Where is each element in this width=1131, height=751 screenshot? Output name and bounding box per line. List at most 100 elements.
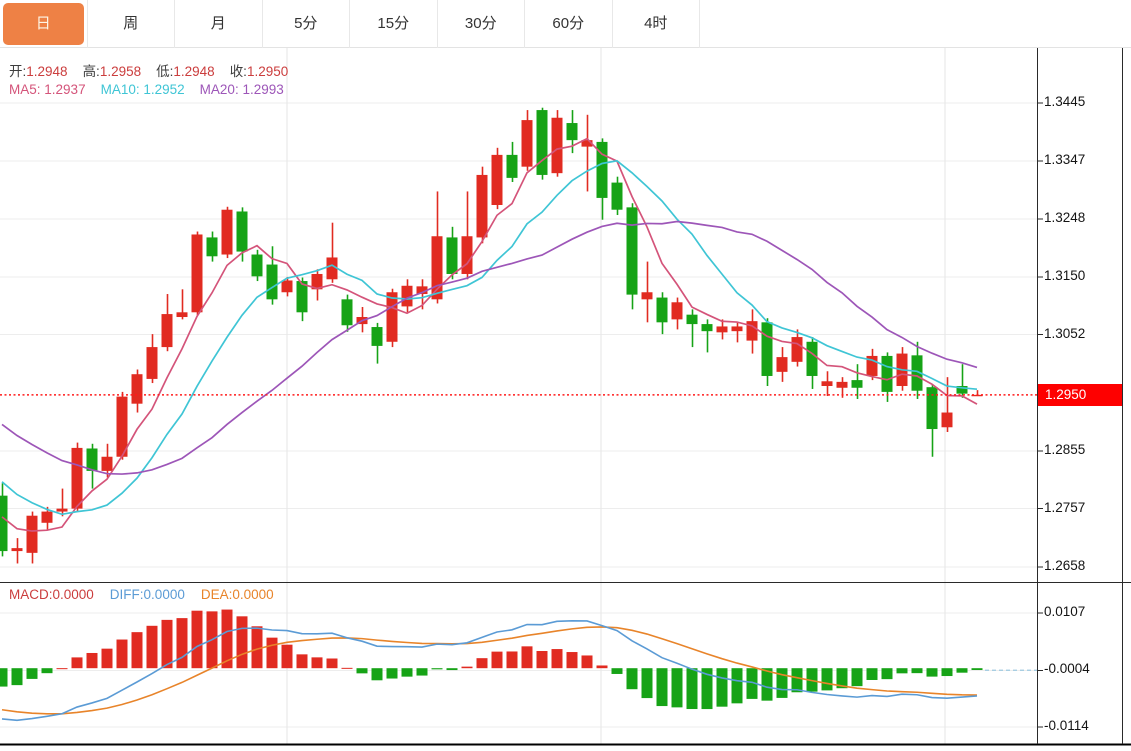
candle-down: [911, 355, 923, 391]
price-axis-label: 1.3248: [1044, 210, 1086, 226]
macd-value: 0.0000: [52, 587, 94, 602]
macd-histogram-bar: [41, 668, 53, 674]
ma20-line: [1, 220, 978, 475]
candle-up: [131, 374, 143, 404]
macd-histogram-bar: [716, 668, 728, 707]
candle-down: [536, 110, 548, 175]
macd-histogram-bar: [611, 668, 623, 674]
macd-histogram-bar: [101, 648, 113, 669]
tab-4hour-label: 4时: [644, 15, 668, 32]
macd-histogram-bar: [581, 655, 593, 669]
tab-month[interactable]: 月: [175, 0, 263, 48]
open-value: 1.2948: [26, 64, 68, 79]
candle-up: [326, 257, 338, 280]
ma5-value: 1.2937: [44, 82, 86, 97]
candle-up: [11, 548, 23, 552]
tab-30min[interactable]: 30分: [438, 0, 525, 48]
low-label: 低:: [156, 64, 174, 79]
candle-up: [71, 447, 83, 509]
macd-histogram-bar: [776, 668, 788, 698]
macd-histogram-bar: [431, 668, 443, 670]
macd-histogram-bar: [0, 668, 8, 687]
macd-histogram-bar: [146, 625, 158, 669]
tab-60min[interactable]: 60分: [525, 0, 613, 48]
tab-15min[interactable]: 15分: [350, 0, 438, 48]
candle-up: [581, 140, 593, 147]
price-axis-label: 1.2658: [1044, 558, 1086, 573]
price-axis-label: 1.3150: [1044, 267, 1086, 283]
macd-histogram-bar: [941, 668, 953, 677]
candle-up: [401, 285, 413, 307]
candle-up: [521, 120, 533, 167]
candle-up: [41, 511, 53, 523]
ma10-line: [1, 159, 978, 516]
macd-histogram-bar: [701, 668, 713, 710]
macd-histogram-bar: [266, 637, 278, 669]
tab-5min[interactable]: 5分: [263, 0, 350, 48]
macd-histogram-bar: [566, 652, 578, 669]
macd-histogram-bar: [551, 649, 563, 669]
macd-histogram-bar: [446, 668, 458, 671]
tab-4hour[interactable]: 4时: [613, 0, 700, 48]
macd-histogram-bar: [476, 658, 488, 669]
tab-5min-label: 5分: [294, 15, 318, 32]
macd-histogram-bar: [536, 650, 548, 669]
candle-up: [491, 154, 503, 205]
candle-up: [476, 174, 488, 238]
dea-line: [1, 626, 978, 715]
diff-value: 0.0000: [143, 587, 185, 602]
candle-up: [821, 381, 833, 386]
macd-histogram-bar: [221, 609, 233, 669]
dea-label: DEA:: [200, 587, 233, 602]
macd-histogram-bar: [251, 626, 263, 669]
candle-up: [116, 396, 128, 457]
tab-day[interactable]: 日: [0, 0, 88, 48]
close-value: 1.2950: [246, 64, 289, 79]
tab-week[interactable]: 周: [88, 0, 175, 48]
price-axis-label: 1.3445: [1044, 94, 1086, 109]
price-axis-label: 1.2757: [1044, 499, 1086, 515]
candle-down: [206, 237, 218, 257]
macd-histogram-bar: [836, 668, 848, 689]
timeframe-tabbar: 日 周 月 5分 15分 30分 60分 4时: [0, 0, 1131, 48]
ma5-line: [1, 137, 978, 532]
macd-histogram-bar: [161, 619, 173, 669]
candle-down: [686, 314, 698, 325]
macd-label: MACD:: [9, 587, 53, 602]
macd-histogram-bar: [461, 666, 473, 669]
candle-down: [626, 207, 638, 295]
candle-up: [311, 273, 323, 290]
diff-line: [1, 620, 978, 722]
tab-30min-label: 30分: [464, 15, 497, 32]
candle-up: [26, 515, 38, 553]
ma10-label: MA10:: [100, 82, 140, 97]
macd-histogram-bar: [791, 668, 803, 693]
macd-histogram-bar: [11, 668, 23, 686]
candle-up: [101, 456, 113, 471]
candle-down: [926, 387, 938, 430]
candle-down: [371, 327, 383, 346]
macd-histogram-bar: [956, 668, 968, 673]
candle-down: [956, 385, 968, 394]
macd-histogram-bar: [506, 651, 518, 669]
macd-histogram-bar: [326, 658, 338, 669]
macd-histogram-bar: [626, 668, 638, 690]
candle-down: [86, 448, 98, 471]
price-axis-label: 1.3347: [1044, 151, 1086, 167]
macd-histogram-bar: [86, 652, 98, 669]
tab-60min-label: 60分: [552, 15, 585, 32]
candle-up: [866, 355, 878, 376]
ma10-value: 1.2952: [143, 82, 185, 97]
candle-up: [386, 292, 398, 342]
macd-histogram-bar: [881, 668, 893, 680]
candle-up: [161, 314, 173, 348]
candle-up: [746, 321, 758, 341]
macd-histogram-bar: [116, 639, 128, 669]
macd-histogram-bar: [896, 668, 908, 674]
candle-down: [251, 254, 263, 277]
macd-histogram-bar: [131, 632, 143, 669]
candle-up: [191, 234, 203, 313]
macd-histogram-bar: [971, 668, 983, 670]
